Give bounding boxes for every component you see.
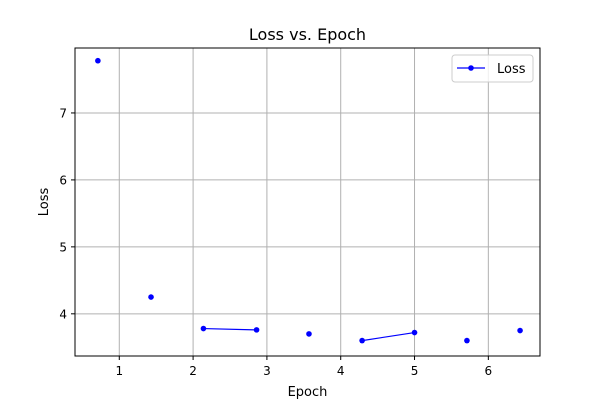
data-point [517, 327, 523, 334]
y-tick-label: 7 [59, 106, 67, 120]
y-axis-ticks: 4 5 6 7 [59, 106, 75, 321]
plot-frame [74, 47, 541, 357]
series-line-segment [203, 327, 257, 331]
x-tick-label: 6 [485, 364, 493, 378]
x-tick-label: 3 [263, 364, 271, 378]
data-point [464, 337, 470, 344]
x-tick-label: 2 [189, 364, 197, 378]
data-point [95, 57, 101, 64]
y-tick-label: 5 [59, 240, 67, 254]
x-axis-ticks: 1 2 3 4 5 6 [115, 356, 492, 378]
x-tick-label: 1 [115, 364, 123, 378]
x-tick-label: 5 [411, 364, 419, 378]
y-axis-label: Loss [37, 188, 52, 217]
data-point [148, 294, 154, 300]
legend-box [451, 54, 534, 83]
data-point [359, 337, 365, 344]
chart-title: Loss vs. Epoch [249, 25, 366, 44]
series-loss [95, 57, 523, 344]
data-point [411, 329, 418, 336]
data-point [253, 327, 260, 333]
x-tick-label: 4 [337, 364, 345, 378]
y-tick-label: 6 [59, 173, 67, 187]
data-point [200, 325, 207, 332]
data-point [306, 331, 312, 337]
series-line-segment [362, 331, 415, 342]
legend: Loss [451, 54, 534, 83]
legend-label-loss: Loss [497, 62, 526, 77]
legend-marker [468, 65, 474, 71]
grid [75, 48, 540, 356]
x-axis-label: Epoch [288, 385, 328, 400]
y-tick-label: 4 [59, 307, 67, 321]
